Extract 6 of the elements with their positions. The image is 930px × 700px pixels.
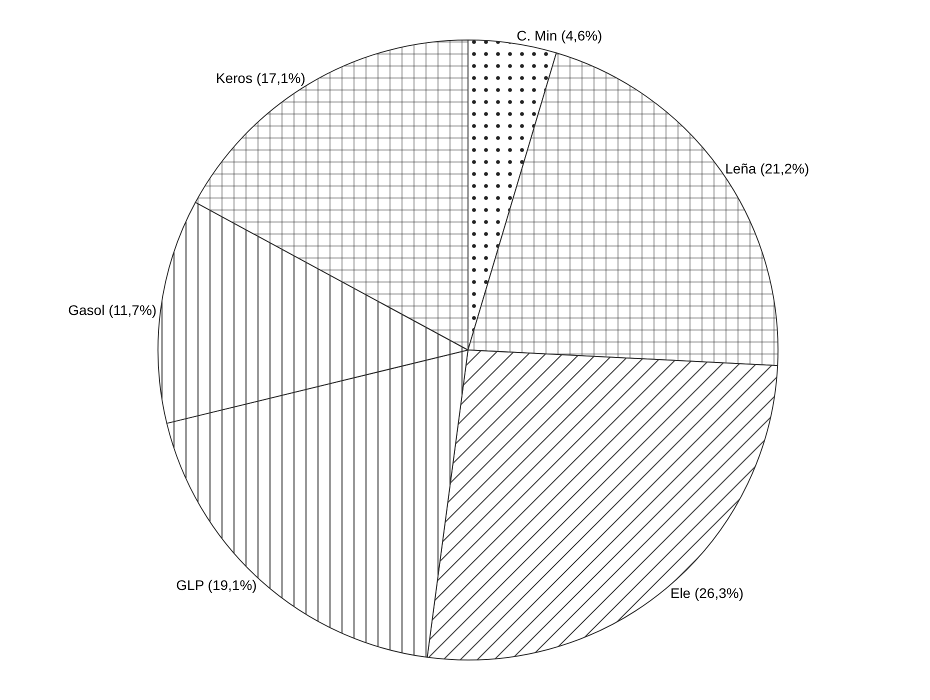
slice-label: Ele (26,3%)	[670, 584, 744, 601]
slice-label: C. Min (4,6%)	[516, 27, 602, 44]
slice-label: Gasol (11,7%)	[68, 302, 157, 318]
slice-label: Leña (21,2%)	[725, 160, 810, 176]
slice-label: GLP (19,1%)	[176, 577, 257, 594]
slice-label: Keros (17,1%)	[216, 70, 306, 86]
